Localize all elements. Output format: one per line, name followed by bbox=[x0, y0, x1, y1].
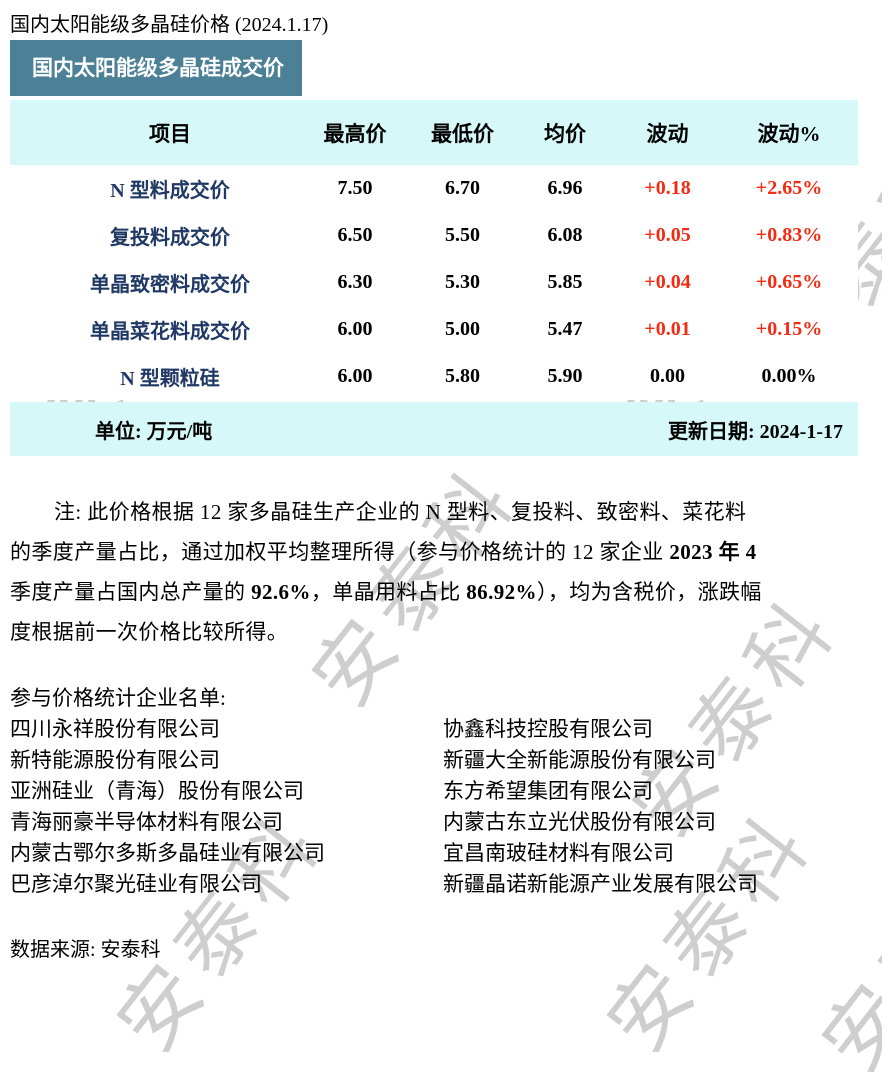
cell-change: +0.05 bbox=[644, 224, 691, 246]
unit-label: 单位: 万元/吨 bbox=[95, 420, 213, 443]
cell-low: 6.70 bbox=[445, 177, 480, 199]
row-label: N 型料成交价 bbox=[110, 180, 230, 202]
table-row: 复投料成交价 6.50 5.50 6.08 +0.05 +0.83% bbox=[10, 212, 858, 259]
table-row: 单晶致密料成交价 6.30 5.30 5.85 +0.04 +0.65% bbox=[10, 259, 858, 306]
note-text-bold: 2023 年 4 bbox=[669, 540, 757, 564]
cell-high: 7.50 bbox=[337, 177, 373, 199]
company-item: 宜昌南玻硅材料有限公司 bbox=[443, 841, 674, 865]
note-text: 的季度产量占比，通过加权平均整理所得（参与价格统计的 12 家企业 bbox=[10, 540, 670, 564]
cell-high: 6.00 bbox=[337, 318, 373, 340]
page-title: 国内太阳能级多晶硅价格 (2024.1.17) bbox=[10, 14, 329, 36]
cell-avg: 5.47 bbox=[547, 318, 583, 340]
note-line: 度根据前一次价格比较所得。 bbox=[10, 612, 862, 652]
cell-high: 6.00 bbox=[337, 365, 373, 387]
cell-change: +0.04 bbox=[644, 271, 691, 293]
col-header-avg: 均价 bbox=[544, 121, 586, 146]
cell-high: 6.30 bbox=[337, 271, 373, 293]
section-banner: 国内太阳能级多晶硅成交价 bbox=[10, 40, 302, 96]
row-label: 单晶致密料成交价 bbox=[90, 274, 250, 296]
company-item: 亚洲硅业（青海）股份有限公司 bbox=[10, 779, 304, 803]
price-table: 项目 最高价 最低价 均价 波动 波动% N 型料成交价 7.50 6.70 6… bbox=[10, 100, 858, 456]
cell-avg: 5.85 bbox=[547, 271, 583, 293]
table-row: N 型料成交价 7.50 6.70 6.96 +0.18 +2.65% bbox=[10, 165, 858, 212]
cell-change: +0.01 bbox=[644, 318, 691, 340]
note-line: 的季度产量占比，通过加权平均整理所得（参与价格统计的 12 家企业 2023 年… bbox=[10, 532, 862, 572]
note-text: 度根据前一次价格比较所得。 bbox=[10, 620, 289, 644]
table-header-row: 项目 最高价 最低价 均价 波动 波动% bbox=[10, 100, 858, 165]
note-paragraph: 注: 此价格根据 12 家多晶硅生产企业的 N 型料、复投料、致密料、菜花料 的… bbox=[10, 492, 862, 652]
col-header-low: 最低价 bbox=[431, 121, 494, 146]
cell-change: 0.00 bbox=[650, 365, 685, 387]
company-grid: 四川永祥股份有限公司 协鑫科技控股有限公司 新特能源股份有限公司 新疆大全新能源… bbox=[10, 714, 862, 900]
company-list-section: 参与价格统计企业名单: 四川永祥股份有限公司 协鑫科技控股有限公司 新特能源股份… bbox=[10, 683, 862, 900]
table-footer-row: 单位: 万元/吨 更新日期: 2024-1-17 bbox=[10, 402, 858, 456]
note-line: 注: 此价格根据 12 家多晶硅生产企业的 N 型料、复投料、致密料、菜花料 bbox=[10, 492, 862, 532]
col-header-item: 项目 bbox=[149, 121, 191, 146]
cell-low: 5.50 bbox=[445, 224, 480, 246]
note-text-bold: 86.92% bbox=[466, 580, 537, 604]
company-item: 四川永祥股份有限公司 bbox=[10, 717, 220, 741]
table-row: 单晶菜花料成交价 6.00 5.00 5.47 +0.01 +0.15% bbox=[10, 306, 858, 353]
company-item: 青海丽豪半导体材料有限公司 bbox=[10, 810, 283, 834]
row-label: 复投料成交价 bbox=[110, 227, 230, 249]
company-item: 内蒙古东立光伏股份有限公司 bbox=[443, 810, 716, 834]
update-date-value: 2024-1-17 bbox=[759, 420, 843, 443]
cell-avg: 6.96 bbox=[547, 177, 583, 199]
note-text-bold: 92.6% bbox=[251, 580, 311, 604]
col-header-change: 波动 bbox=[646, 121, 689, 146]
note-text: ，单晶用料占比 bbox=[310, 580, 467, 604]
cell-high: 6.50 bbox=[337, 224, 373, 246]
document-page: 安泰科 安泰科 安泰科 安泰科 安泰科 安泰科 安泰科 安泰科 国内太阳能级多晶… bbox=[10, 14, 882, 1088]
cell-low: 5.00 bbox=[445, 318, 480, 340]
cell-low: 5.30 bbox=[445, 271, 480, 293]
cell-change-pct: +0.83% bbox=[755, 224, 823, 246]
company-item: 东方希望集团有限公司 bbox=[443, 779, 653, 803]
note-text: 季度产量占国内总产量的 bbox=[10, 580, 252, 604]
row-label: 单晶菜花料成交价 bbox=[90, 321, 250, 343]
company-item: 协鑫科技控股有限公司 bbox=[443, 717, 653, 741]
company-item: 新疆晶诺新能源产业发展有限公司 bbox=[443, 872, 758, 896]
cell-avg: 5.90 bbox=[547, 365, 583, 387]
data-source: 数据来源: 安泰科 bbox=[10, 939, 161, 961]
cell-avg: 6.08 bbox=[547, 224, 583, 246]
table-body: N 型料成交价 7.50 6.70 6.96 +0.18 +2.65% 复投料成… bbox=[10, 165, 858, 400]
cell-change-pct: 0.00% bbox=[761, 365, 817, 387]
company-item: 内蒙古鄂尔多斯多晶硅业有限公司 bbox=[10, 841, 325, 865]
row-label: N 型颗粒硅 bbox=[120, 368, 220, 390]
company-list-heading: 参与价格统计企业名单: bbox=[10, 686, 226, 710]
cell-change-pct: +0.65% bbox=[755, 271, 823, 293]
note-text: 注: 此价格根据 12 家多晶硅生产企业的 N 型料、复投料、致密料、菜花料 bbox=[54, 500, 747, 524]
note-line: 季度产量占国内总产量的 92.6%，单晶用料占比 86.92%），均为含税价，涨… bbox=[10, 572, 862, 612]
company-item: 新特能源股份有限公司 bbox=[10, 748, 220, 772]
update-date-label: 更新日期: bbox=[668, 420, 760, 443]
cell-low: 5.80 bbox=[445, 365, 480, 387]
cell-change-pct: +0.15% bbox=[755, 318, 823, 340]
table-row: N 型颗粒硅 6.00 5.80 5.90 0.00 0.00% bbox=[10, 353, 858, 400]
note-text: ），均为含税价，涨跌幅 bbox=[536, 580, 762, 604]
company-item: 新疆大全新能源股份有限公司 bbox=[443, 748, 716, 772]
cell-change: +0.18 bbox=[644, 177, 691, 199]
col-header-change-pct: 波动% bbox=[757, 121, 821, 146]
update-date: 更新日期: 2024-1-17 bbox=[668, 415, 843, 444]
company-item: 巴彦淖尔聚光硅业有限公司 bbox=[10, 872, 262, 896]
col-header-high: 最高价 bbox=[323, 121, 387, 146]
cell-change-pct: +2.65% bbox=[755, 177, 823, 199]
